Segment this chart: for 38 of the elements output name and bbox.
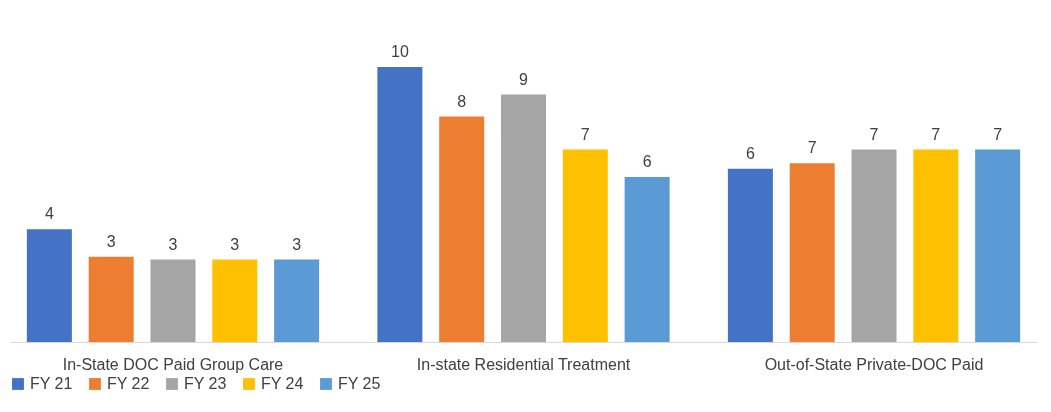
bar: [851, 149, 897, 342]
bar: [26, 229, 72, 342]
data-label: 4: [44, 205, 54, 223]
data-label: 7: [993, 125, 1003, 143]
data-label: 10: [390, 43, 409, 60]
x-tick-label: In-state Residential Treatment: [416, 355, 631, 373]
data-label: 6: [745, 144, 755, 162]
bar: [377, 67, 423, 342]
bar: [727, 168, 773, 342]
data-label: 8: [457, 92, 467, 110]
data-label: 6: [642, 153, 652, 170]
legend-label: FY 25: [338, 375, 381, 392]
bar: [624, 177, 670, 342]
bar: [975, 149, 1021, 342]
bar: [439, 116, 485, 342]
data-label: 7: [931, 125, 941, 143]
data-label: 3: [292, 235, 302, 253]
data-label: 3: [106, 232, 116, 250]
data-label: 7: [807, 139, 817, 157]
legend-label: FY 21: [30, 375, 73, 392]
bar: [562, 149, 608, 342]
legend-label: FY 22: [107, 375, 150, 392]
data-label: 7: [869, 125, 879, 143]
bar: [789, 163, 835, 342]
data-label: 3: [168, 235, 178, 253]
bar: [212, 259, 258, 342]
legend-label: FY 23: [184, 375, 227, 392]
bar: [913, 149, 959, 342]
data-label: 9: [519, 70, 529, 88]
bar: [274, 259, 320, 342]
legend-label: FY 24: [261, 375, 304, 392]
data-label: 7: [580, 125, 590, 143]
data-label: 3: [230, 235, 240, 253]
x-tick-label: In-State DOC Paid Group Care: [62, 355, 284, 373]
bar: [501, 94, 546, 342]
x-tick-label: Out-of-State Private-DOC Paid: [764, 355, 984, 373]
bar: [88, 256, 134, 342]
bar: [150, 259, 196, 342]
